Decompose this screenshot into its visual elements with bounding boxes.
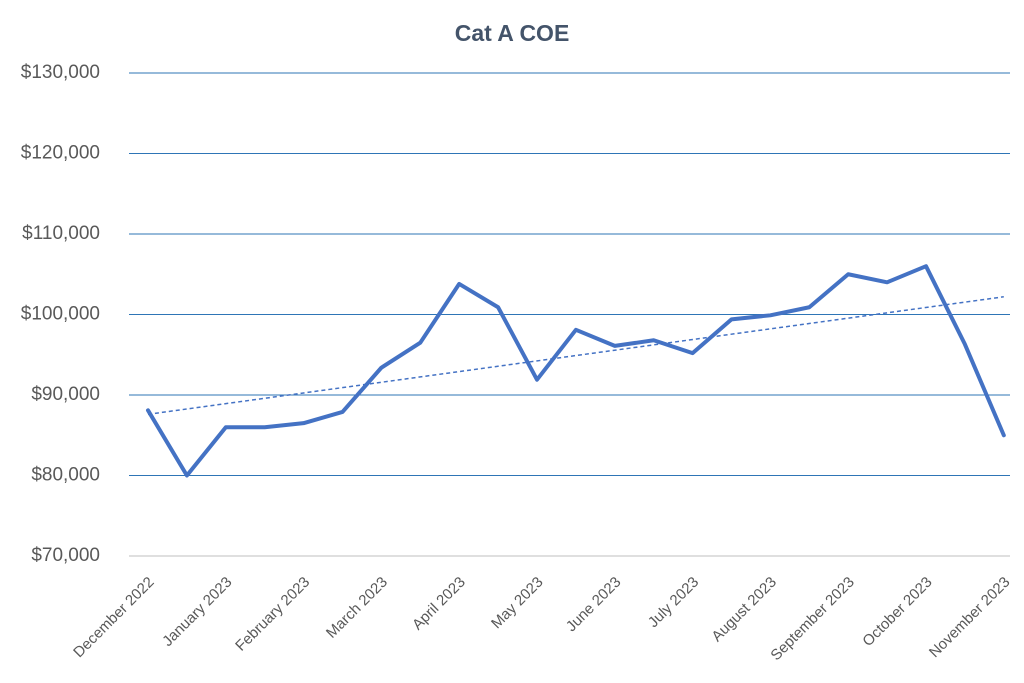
- x-tick-label: May 2023: [488, 574, 547, 633]
- y-tick-label: $130,000: [21, 62, 100, 83]
- y-tick-label: $80,000: [31, 465, 100, 486]
- x-tick-label: July 2023: [645, 574, 702, 631]
- x-tick-label: March 2023: [323, 574, 391, 642]
- x-tick-label: January 2023: [159, 574, 235, 650]
- x-tick-label: February 2023: [232, 574, 313, 655]
- y-tick-label: $120,000: [21, 143, 100, 164]
- y-tick-label: $110,000: [22, 223, 100, 244]
- x-tick-label: October 2023: [859, 574, 935, 650]
- y-tick-label: $70,000: [31, 545, 100, 566]
- x-tick-label: August 2023: [708, 574, 780, 646]
- line-series: [146, 264, 1006, 478]
- x-tick-label: June 2023: [563, 574, 625, 636]
- y-tick-label: $100,000: [21, 304, 100, 325]
- chart-title: Cat A COE: [455, 20, 570, 46]
- y-tick-label: $90,000: [31, 384, 100, 405]
- x-tick-label: April 2023: [409, 574, 469, 634]
- x-tick-label: September 2023: [767, 574, 857, 664]
- x-tick-label: November 2023: [926, 574, 1013, 661]
- trendline: [147, 296, 1004, 416]
- x-tick-label: December 2022: [70, 574, 157, 661]
